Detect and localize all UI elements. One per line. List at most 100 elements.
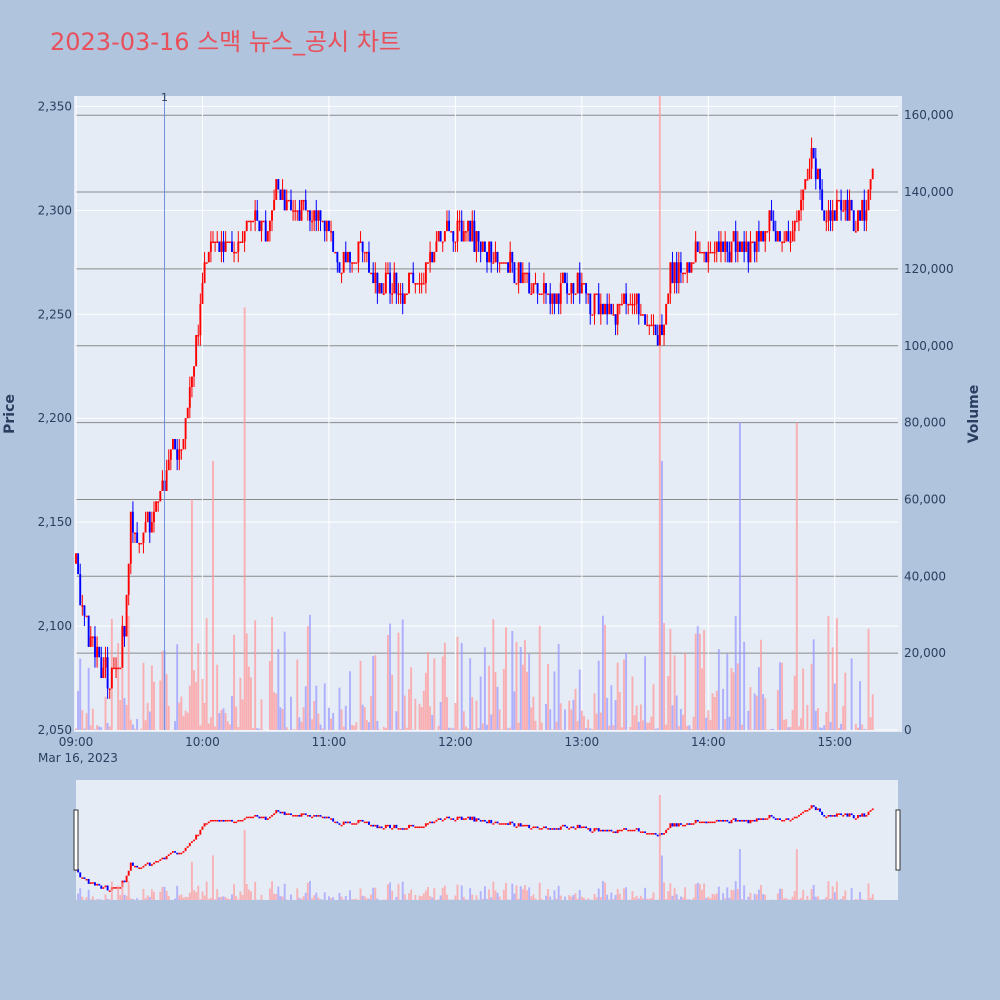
candle-body: [368, 251, 370, 273]
slider-candle: [410, 824, 413, 827]
candle-body: [473, 220, 476, 252]
slider-candle: [395, 824, 398, 829]
slider-candle: [509, 821, 512, 825]
slider-volume-bar: [424, 890, 427, 900]
slider-candle: [475, 818, 478, 822]
slider-candle: [494, 821, 497, 824]
volume-bar: [108, 726, 111, 730]
candle-body: [262, 220, 265, 223]
volume-bar: [654, 728, 657, 730]
slider-volume-bar: [433, 888, 436, 900]
volume-bar: [178, 702, 181, 730]
y2-tick-label: 20,000: [904, 646, 946, 660]
volume-bar: [378, 729, 381, 730]
candle-body: [631, 303, 634, 306]
slider-candle: [252, 816, 254, 819]
slider-candle: [701, 821, 703, 824]
range-slider-left-handle[interactable]: [73, 809, 79, 871]
slider-candle: [654, 833, 657, 835]
candle-body: [669, 262, 672, 294]
slider-volume-bar: [861, 899, 864, 900]
slider-candle: [505, 823, 507, 825]
volume-bar: [431, 714, 434, 730]
y-tick-label: 2,200: [38, 411, 72, 425]
slider-candle: [838, 813, 840, 815]
candle-body: [838, 199, 840, 202]
volume-bar: [585, 728, 588, 730]
volume-bar: [726, 653, 729, 730]
candle-body: [374, 272, 377, 284]
volume-bar: [258, 728, 261, 730]
volume-bar: [576, 721, 579, 730]
candle-body: [245, 220, 248, 232]
slider-candle: [203, 823, 206, 827]
candle-body: [604, 303, 606, 315]
candle-body: [290, 199, 292, 211]
slider-volume-bar: [686, 899, 689, 900]
candle-body: [315, 210, 318, 221]
volume-bar: [530, 707, 533, 730]
slider-volume-bar: [443, 885, 446, 900]
volume-bar: [351, 724, 354, 730]
candle-body: [410, 272, 413, 275]
slider-candle: [163, 857, 166, 860]
volume-bar: [816, 708, 819, 730]
candle-body: [825, 220, 828, 223]
slider-volume-bar: [707, 896, 710, 900]
slider-volume-bar: [163, 886, 166, 900]
volume-bar: [433, 658, 436, 730]
candle-body: [526, 272, 528, 275]
volume-bar: [405, 727, 408, 730]
slider-candle: [717, 819, 720, 822]
range-slider-right-handle[interactable]: [895, 809, 901, 871]
slider-volume-bar: [652, 892, 655, 900]
slider-candle: [787, 818, 790, 820]
slider-volume-bar: [547, 889, 550, 900]
volume-bar: [212, 461, 214, 730]
slider-candle: [599, 829, 602, 832]
candle-body: [209, 241, 212, 252]
slider-volume-bar: [315, 892, 318, 900]
volume-bar: [186, 712, 189, 730]
slider-volume-bar: [260, 894, 263, 900]
candle-body: [715, 241, 718, 252]
y2-tick-label: 80,000: [904, 416, 946, 430]
slider-candle: [249, 816, 252, 819]
candle-body: [808, 168, 811, 180]
slider-candle: [861, 813, 864, 817]
volume-bar: [722, 688, 725, 730]
slider-candle: [458, 816, 461, 819]
range-slider[interactable]: [75, 795, 874, 900]
slider-volume-bar: [730, 889, 733, 900]
slider-volume-bar: [127, 881, 130, 900]
candle-body: [241, 241, 244, 244]
slider-candle: [857, 815, 859, 819]
candle-body: [502, 262, 505, 264]
candle-body: [401, 293, 404, 304]
slider-volume-bar: [319, 899, 322, 900]
y-tick-label: 2,100: [38, 619, 72, 633]
volume-bar: [338, 687, 341, 730]
slider-candle: [363, 821, 366, 824]
slider-volume-bar: [159, 891, 162, 900]
slider-volume-bar: [323, 892, 326, 900]
volume-bar: [814, 710, 817, 730]
candle-body: [483, 241, 486, 252]
range-slider-background[interactable]: [76, 780, 898, 900]
volume-bar: [713, 696, 716, 730]
y2-tick-label: 100,000: [904, 339, 954, 353]
candle-body: [429, 251, 432, 263]
slider-candle: [779, 818, 781, 820]
volume-bar: [789, 726, 792, 730]
main-plot-background[interactable]: [74, 96, 902, 732]
volume-bar: [620, 727, 623, 730]
candle-body: [827, 210, 830, 221]
volume-bar: [595, 713, 598, 730]
slider-candle: [271, 815, 273, 817]
slider-volume-bar: [79, 888, 82, 900]
volume-bar: [559, 703, 562, 730]
slider-candle: [448, 816, 451, 819]
volume-bar: [486, 724, 488, 730]
slider-candle: [848, 813, 851, 817]
